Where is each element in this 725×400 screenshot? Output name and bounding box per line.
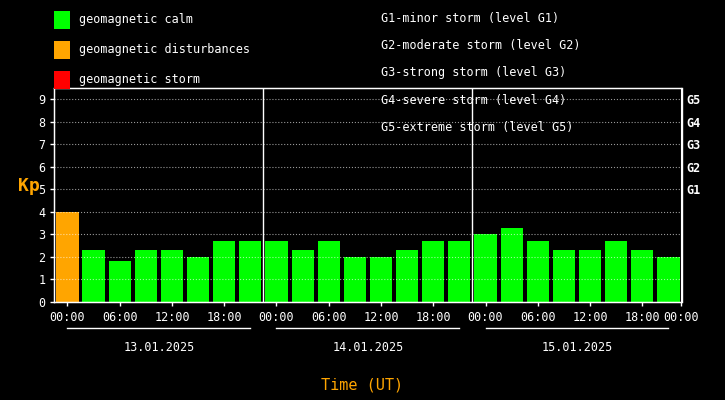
Bar (526, 241, 549, 302)
Bar (265, 241, 288, 302)
Bar (396, 250, 418, 302)
Bar (370, 257, 392, 302)
Text: Time (UT): Time (UT) (321, 377, 404, 392)
Text: G4-severe storm (level G4): G4-severe storm (level G4) (381, 94, 566, 107)
Bar (658, 257, 679, 302)
Text: G2-moderate storm (level G2): G2-moderate storm (level G2) (381, 39, 580, 52)
Bar (83, 250, 104, 302)
Text: geomagnetic storm: geomagnetic storm (79, 74, 200, 86)
Text: 14.01.2025: 14.01.2025 (332, 341, 404, 354)
Text: G1-minor storm (level G1): G1-minor storm (level G1) (381, 12, 559, 25)
Text: 15.01.2025: 15.01.2025 (542, 341, 613, 354)
Text: G3-strong storm (level G3): G3-strong storm (level G3) (381, 66, 566, 80)
Text: 13.01.2025: 13.01.2025 (123, 341, 194, 354)
Bar (187, 257, 210, 302)
Bar (474, 234, 497, 302)
Bar (135, 250, 157, 302)
Bar (318, 241, 340, 302)
Bar (239, 241, 262, 302)
Text: G5-extreme storm (level G5): G5-extreme storm (level G5) (381, 121, 573, 134)
Bar (448, 241, 471, 302)
Bar (109, 262, 130, 302)
Bar (552, 250, 575, 302)
Bar (291, 250, 314, 302)
Text: geomagnetic disturbances: geomagnetic disturbances (79, 44, 250, 56)
Bar (344, 257, 366, 302)
Bar (161, 250, 183, 302)
Bar (422, 241, 444, 302)
Text: geomagnetic calm: geomagnetic calm (79, 14, 193, 26)
Bar (213, 241, 236, 302)
Bar (605, 241, 627, 302)
Y-axis label: Kp: Kp (18, 177, 40, 195)
Bar (500, 228, 523, 302)
Bar (579, 250, 601, 302)
Bar (57, 212, 78, 302)
Bar (631, 250, 653, 302)
